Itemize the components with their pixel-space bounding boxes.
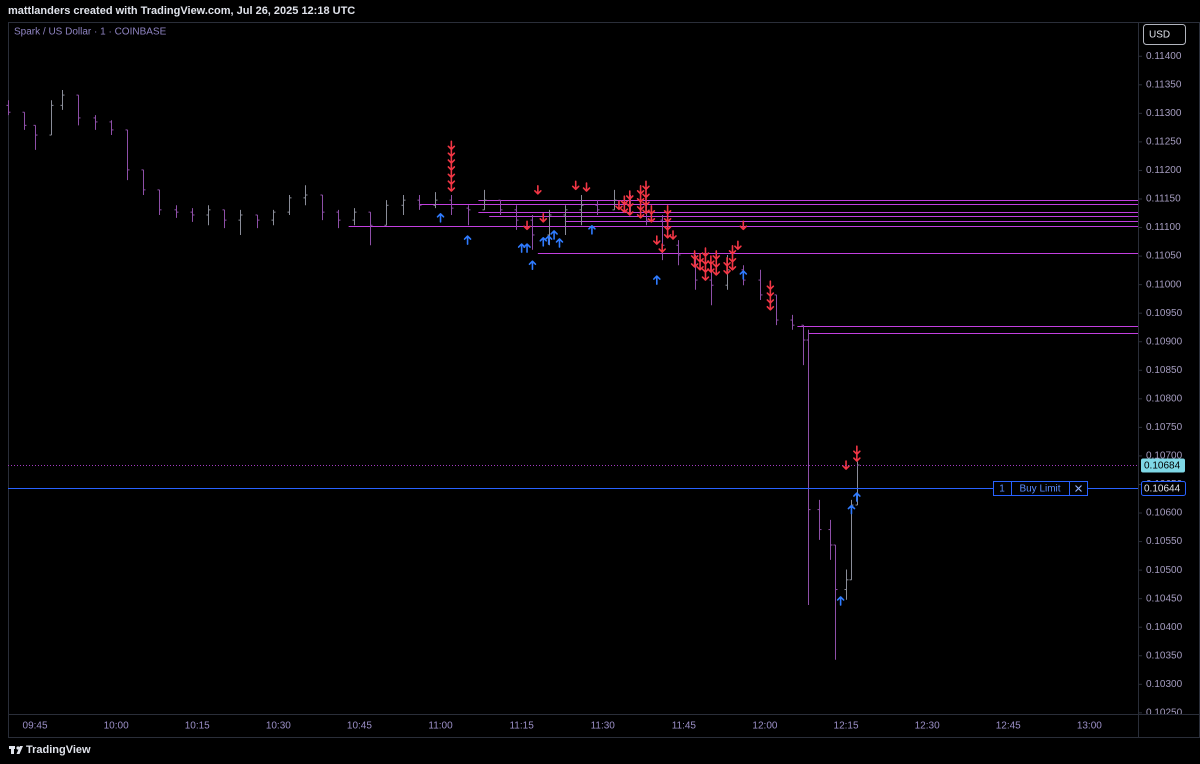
- buy-arrow: [853, 492, 861, 502]
- footer-brand: TradingView: [26, 744, 91, 756]
- y-tick-label: 0.10750: [1146, 422, 1183, 433]
- header-text: mattlanders created with TradingView.com…: [8, 5, 355, 17]
- buy-arrow: [588, 225, 596, 235]
- x-tick-label: 10:15: [185, 721, 210, 732]
- sell-arrow: [707, 263, 715, 273]
- sell-arrow: [853, 452, 861, 462]
- y-tick-label: 0.10950: [1146, 308, 1183, 319]
- last-price-box: [1141, 458, 1185, 473]
- sell-arrow: [712, 266, 721, 276]
- x-tick-label: 11:00: [428, 721, 453, 732]
- buy-arrow: [836, 596, 845, 606]
- sell-arrow: [690, 258, 699, 268]
- x-tick-label: 12:45: [996, 721, 1021, 732]
- sell-arrow: [696, 260, 704, 271]
- x-tick-label: 11:30: [591, 721, 616, 732]
- order-price-label: 0.10644: [1144, 484, 1181, 495]
- buy-arrow: [436, 213, 445, 223]
- order-quantity[interactable]: 1: [999, 484, 1005, 495]
- y-tick-label: 0.10900: [1146, 336, 1183, 347]
- currency-label[interactable]: USD: [1149, 30, 1170, 41]
- sell-arrow: [534, 185, 542, 195]
- x-tick-label: 09:45: [23, 721, 48, 732]
- buy-arrow: [523, 243, 531, 253]
- sell-arrow: [653, 235, 661, 245]
- x-tick-label: 12:00: [752, 721, 777, 732]
- sell-arrow: [447, 182, 456, 192]
- sell-arrow: [723, 264, 731, 275]
- y-tick-label: 0.11400: [1146, 51, 1182, 62]
- y-tick-label: 0.10700: [1146, 451, 1183, 462]
- y-tick-label: 0.11050: [1146, 251, 1182, 262]
- sell-arrow: [620, 203, 629, 213]
- x-tick-label: 12:15: [834, 721, 859, 732]
- y-tick-label: 0.11100: [1146, 222, 1181, 233]
- order-price-box: [1141, 481, 1186, 496]
- y-tick-label: 0.10800: [1146, 393, 1183, 404]
- y-tick-label: 0.10850: [1146, 365, 1183, 376]
- sell-arrow: [701, 271, 710, 281]
- y-tick-label: 0.11300: [1146, 108, 1182, 119]
- y-tick-label: 0.11150: [1146, 194, 1181, 205]
- sell-arrow: [669, 230, 677, 240]
- y-tick-label: 0.11000: [1146, 279, 1182, 290]
- last-price-label: 0.10684: [1144, 461, 1181, 472]
- sell-arrow: [658, 243, 667, 253]
- sell-arrow: [739, 220, 748, 231]
- sell-arrow: [842, 460, 850, 470]
- y-tick-label: 0.10600: [1146, 508, 1183, 519]
- sell-arrow: [647, 213, 656, 223]
- x-tick-label: 11:15: [509, 721, 534, 732]
- y-tick-label: 0.10450: [1146, 593, 1183, 604]
- buy-arrow: [463, 235, 472, 245]
- y-tick-label: 0.10350: [1146, 650, 1183, 661]
- sell-arrow: [625, 206, 634, 216]
- buy-arrow: [550, 230, 558, 240]
- sell-arrow: [636, 209, 645, 219]
- buy-arrow: [544, 235, 553, 245]
- y-tick-label: 0.11350: [1146, 79, 1182, 90]
- x-tick-label: 11:45: [672, 721, 697, 732]
- sell-arrow: [523, 220, 531, 231]
- x-tick-label: 10:00: [104, 721, 129, 732]
- y-tick-label: 0.10500: [1146, 565, 1183, 576]
- buy-arrow: [517, 243, 526, 253]
- y-tick-label: 0.11200: [1146, 165, 1182, 176]
- sell-arrow: [539, 213, 548, 223]
- buy-arrow: [847, 504, 856, 515]
- order-box[interactable]: [993, 481, 1088, 496]
- sell-arrow: [615, 200, 623, 211]
- logo-shape: [11, 746, 14, 754]
- sell-arrow: [766, 300, 775, 311]
- logo-shape: [16, 746, 23, 754]
- sell-arrow: [582, 182, 591, 192]
- currency-button[interactable]: [1143, 24, 1186, 45]
- buy-arrow: [653, 275, 661, 285]
- x-tick-label: 10:30: [266, 721, 291, 732]
- x-tick-label: 13:00: [1077, 721, 1102, 732]
- sell-arrow: [728, 260, 737, 271]
- x-tick-label: 12:30: [915, 721, 940, 732]
- y-tick-label: 0.10250: [1146, 707, 1183, 718]
- buy-arrow: [739, 270, 748, 280]
- order-cancel[interactable]: [1075, 485, 1082, 492]
- symbol-title: Spark / US Dollar · 1 · COINBASE: [14, 27, 167, 38]
- y-tick-label: 0.10400: [1146, 622, 1183, 633]
- x-tick-label: 10:45: [347, 721, 372, 732]
- buy-arrow: [555, 238, 564, 248]
- order-label[interactable]: Buy Limit: [1019, 484, 1060, 495]
- y-tick-label: 0.10550: [1146, 536, 1183, 547]
- y-tick-label: 0.10300: [1146, 679, 1183, 690]
- y-tick-label: 0.11250: [1146, 137, 1182, 148]
- footer-logo: [9, 746, 23, 754]
- buy-arrow: [539, 237, 548, 247]
- buy-arrow: [528, 260, 537, 271]
- sell-arrow: [571, 180, 580, 191]
- sell-arrow: [734, 240, 742, 251]
